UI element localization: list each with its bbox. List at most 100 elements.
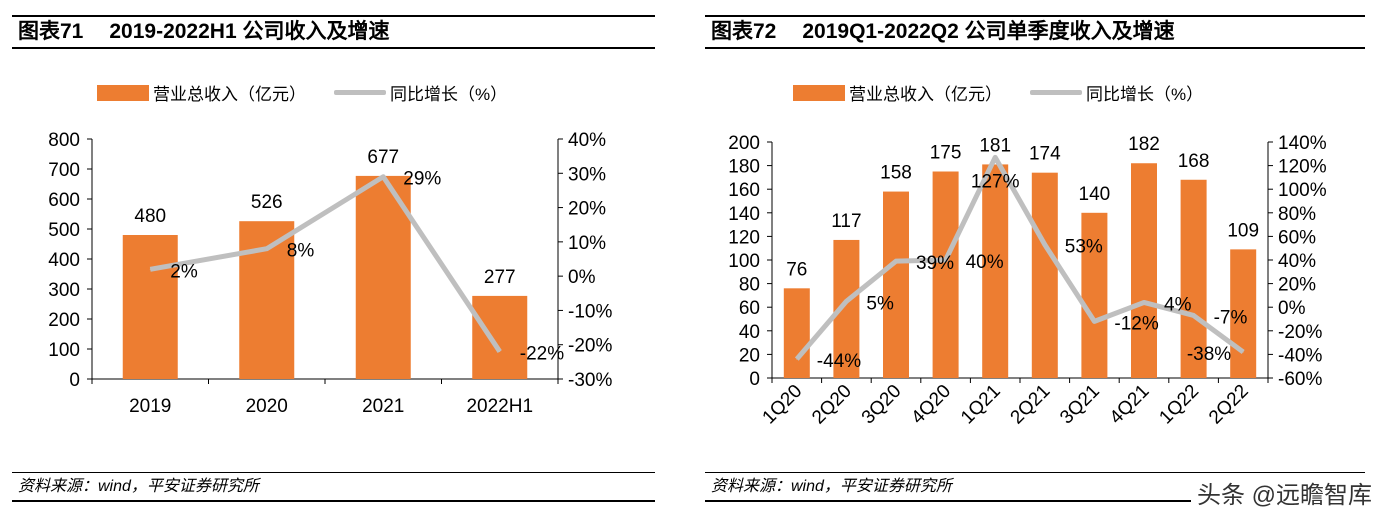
right-tick-label: -20% xyxy=(568,336,612,357)
figure-number: 图表72 xyxy=(711,20,777,43)
title-text: 2019-2022H1 公司收入及增速 xyxy=(109,20,390,43)
left-tick-label: 700 xyxy=(48,160,80,181)
right-tick-label: 20% xyxy=(568,199,606,220)
line-point xyxy=(382,176,384,178)
left-tick-label: 400 xyxy=(48,250,80,271)
x-tick-label: 1Q22 xyxy=(1155,381,1203,429)
line-point xyxy=(1242,351,1244,353)
line-value-label: 4% xyxy=(1164,294,1192,315)
line-value-label: -7% xyxy=(1214,307,1248,328)
x-tick-label: 1Q20 xyxy=(759,381,807,429)
line-point xyxy=(499,351,501,353)
bar xyxy=(1180,179,1207,378)
right-tick-label: 0% xyxy=(1278,298,1306,319)
legend-line-swatch xyxy=(1030,90,1082,95)
growth-line xyxy=(149,174,502,353)
watermark: 头条 @远瞻智库 xyxy=(1190,475,1372,510)
bar xyxy=(355,175,411,379)
left-tick-label: 40 xyxy=(739,322,760,343)
x-tick-label: 2Q21 xyxy=(1007,381,1055,429)
right-tick-label: 120% xyxy=(1278,157,1327,178)
bar-value-label: 480 xyxy=(134,206,166,227)
x-tick-label: 2019 xyxy=(129,396,171,417)
legend-line-swatch xyxy=(334,90,386,95)
right-tick-label: 20% xyxy=(1278,275,1316,296)
left-tick-label: 80 xyxy=(739,275,760,296)
line-point xyxy=(1143,301,1145,303)
left-tick-label: 140 xyxy=(728,204,760,225)
line-point xyxy=(1044,244,1046,246)
line-point xyxy=(1193,314,1195,316)
x-tick-label: 2Q20 xyxy=(808,381,856,429)
bar-value-label: 181 xyxy=(979,135,1011,156)
figure-number: 图表71 xyxy=(18,20,84,43)
bar xyxy=(1031,172,1058,378)
bar-value-label: 140 xyxy=(1079,184,1111,205)
title-text: 2019Q1-2022Q2 公司单季度收入及增速 xyxy=(802,20,1175,43)
chart-panel-71: 图表71 2019-2022H1 公司收入及增速 营业总收入（亿元） 同比增长（%… xyxy=(12,0,655,521)
bar xyxy=(122,235,178,379)
line-value-label: 8% xyxy=(287,241,315,262)
right-tick-label: -10% xyxy=(568,301,612,322)
line-value-label: -12% xyxy=(1114,313,1158,334)
left-tick-label: 60 xyxy=(739,298,760,319)
right-tick-label: -40% xyxy=(1278,345,1322,366)
left-tick-label: 200 xyxy=(728,133,760,154)
line-value-label: 53% xyxy=(1065,237,1103,258)
left-tick-label: 100 xyxy=(48,340,80,361)
line-point xyxy=(149,268,151,270)
line-value-label: -44% xyxy=(817,351,861,372)
right-tick-label: 10% xyxy=(568,233,606,254)
left-tick-label: 500 xyxy=(48,220,80,241)
bar-value-label: 182 xyxy=(1128,134,1160,155)
bar-value-label: 174 xyxy=(1029,144,1061,165)
x-tick-label: 3Q20 xyxy=(858,381,906,429)
bar xyxy=(783,288,810,378)
x-tick-label: 2022H1 xyxy=(466,396,533,417)
left-tick-label: 100 xyxy=(728,251,760,272)
bar-value-label: 117 xyxy=(831,211,861,232)
bar-value-label: 168 xyxy=(1178,151,1210,172)
left-tick-label: 300 xyxy=(48,280,80,301)
bar xyxy=(1131,163,1157,378)
left-tick-label: 0 xyxy=(749,369,760,390)
legend-bar-swatch xyxy=(97,84,149,101)
line-value-label: 5% xyxy=(866,293,894,314)
left-tick-label: 180 xyxy=(728,157,760,178)
line-point xyxy=(845,300,847,302)
right-tick-label: -20% xyxy=(1278,322,1322,343)
x-tick-label: 2020 xyxy=(246,396,288,417)
legend-bar-label: 营业总收入（亿元） xyxy=(153,85,306,104)
line-value-label: 127% xyxy=(971,171,1020,192)
left-tick-label: 200 xyxy=(48,310,80,331)
chart-title: 图表71 2019-2022H1 公司收入及增速 xyxy=(12,15,655,49)
left-tick-label: 0 xyxy=(69,370,80,391)
right-tick-label: 40% xyxy=(1278,251,1316,272)
line-value-label: 40% xyxy=(966,252,1004,273)
right-tick-label: 100% xyxy=(1278,180,1327,201)
line-point xyxy=(994,156,996,158)
x-tick-label: 4Q20 xyxy=(907,381,955,429)
legend-bar-label: 营业总收入（亿元） xyxy=(849,85,1002,104)
line-value-label: -22% xyxy=(520,344,564,365)
legend-bar-swatch xyxy=(793,84,845,101)
bar-value-label: 175 xyxy=(930,143,962,164)
bar xyxy=(982,164,1009,378)
line-value-label: 39% xyxy=(916,253,954,274)
line-point xyxy=(266,248,268,250)
bar xyxy=(1081,212,1108,378)
bar-value-label: 158 xyxy=(880,163,912,184)
left-tick-label: 20 xyxy=(739,345,760,366)
bar-value-label: 76 xyxy=(786,259,807,280)
right-tick-label: -30% xyxy=(568,370,612,391)
x-tick-label: 2021 xyxy=(362,396,404,417)
bar-value-label: 277 xyxy=(484,267,516,288)
right-tick-label: -60% xyxy=(1278,369,1322,390)
legend-line-label: 同比增长（%） xyxy=(390,85,508,104)
line-point xyxy=(796,358,798,360)
right-tick-label: 40% xyxy=(568,130,606,151)
left-tick-label: 160 xyxy=(728,180,760,201)
bar xyxy=(1230,249,1257,378)
legend: 营业总收入（亿元） 同比增长（%） xyxy=(97,80,507,105)
line-value-label: 2% xyxy=(170,261,198,282)
